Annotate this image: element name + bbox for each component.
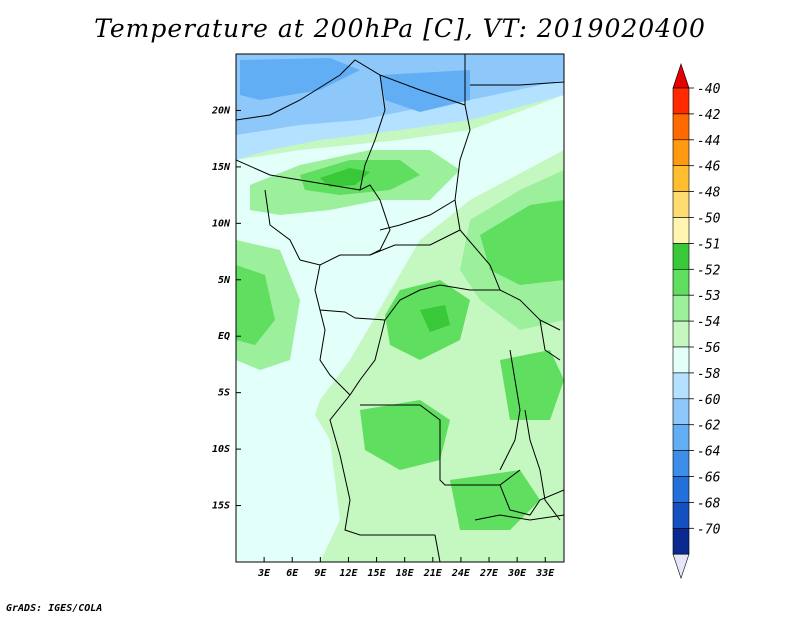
colorbar-swatch [672, 165, 690, 192]
colorbar-label: -50 [697, 212, 721, 227]
lon-tick-label: 12E [339, 568, 358, 579]
colorbar-label: -51 [697, 237, 720, 252]
colorbar-label: -68 [697, 496, 721, 511]
page-title: Temperature at 200hPa [C], VT: 201902040… [94, 14, 706, 43]
field-blob-green-north-dark [320, 168, 370, 187]
longitude-axis: 3E 6E 9E 12E 15E 18E 21E 24E 27E 30E 33E [257, 557, 555, 579]
field-blob-green-south [360, 400, 450, 470]
plot-frame [235, 53, 565, 563]
colorbar-label: -44 [697, 134, 720, 149]
colorbar-swatch [672, 398, 690, 425]
colorbar-swatch [672, 476, 690, 503]
colorbar-bottom-arrow [672, 553, 690, 580]
colorbar-swatch [672, 320, 690, 348]
colorbar-label: -48 [697, 186, 721, 201]
lon-tick-label: 27E [479, 568, 499, 579]
colorbar-label: -64 [697, 445, 720, 460]
colorbar-label: -62 [697, 419, 721, 434]
colorbar-swatch [672, 87, 690, 115]
field-blob-green-west-core [236, 265, 275, 345]
colorbar-label: -53 [697, 289, 720, 304]
field-band-darkblue [240, 58, 470, 112]
lon-tick-label: 33E [535, 568, 555, 579]
colorbar-label: -42 [697, 108, 721, 123]
lat-tick-label: 5N [218, 275, 231, 286]
colorbar-swatch [672, 191, 690, 218]
colorbar-label: -58 [697, 367, 721, 382]
colorbar-swatch [672, 527, 690, 555]
colorbar-swatch [672, 217, 690, 244]
colorbar-swatch [672, 502, 690, 529]
colorbar-label: -40 [697, 82, 721, 97]
colorbar-swatch [672, 294, 690, 322]
temperature-map [236, 54, 564, 562]
lon-tick-label: 15E [368, 568, 387, 579]
lat-tick-label: 10S [212, 444, 230, 455]
credit-text: GrADS: IGES/COLA [6, 603, 103, 614]
lon-tick-label: 30E [507, 568, 527, 579]
colorbar-top-arrow [672, 63, 690, 89]
field-blob-green-east2 [500, 350, 564, 420]
lon-tick-label: 18E [396, 568, 415, 579]
colorbar-label: -70 [697, 522, 721, 537]
lon-tick-label: 6E [286, 568, 299, 579]
colorbar-swatch [672, 424, 690, 451]
lat-tick-label: 10N [212, 218, 231, 229]
lon-tick-label: 21E [423, 568, 443, 579]
lat-tick-label: 20N [211, 105, 231, 116]
field-blob-green-east-core [480, 200, 564, 285]
colorbar-swatch [672, 139, 690, 167]
lon-tick-label: 3E [257, 568, 271, 579]
colorbar-swatch [672, 113, 690, 141]
colorbar-label: -60 [697, 393, 721, 408]
lat-tick-label: EQ [218, 331, 230, 342]
lon-tick-label: 24E [451, 568, 471, 579]
colorbar-swatch [672, 268, 690, 296]
colorbar-label: -56 [697, 341, 721, 356]
colorbar-label: -52 [697, 263, 721, 278]
colorbar-label: -66 [697, 471, 721, 486]
colorbar-swatch [672, 346, 690, 374]
country-borders [236, 54, 564, 562]
colorbar-swatch [672, 450, 690, 477]
latitude-axis: 20N 15N 10N 5N EQ 5S 10S 15S [211, 105, 241, 512]
lon-tick-label: 9E [314, 568, 327, 579]
colorbar-label: -54 [697, 315, 720, 330]
lat-tick-label: 15S [212, 501, 230, 512]
lat-tick-label: 5S [218, 388, 230, 399]
colorbar-swatch [672, 243, 690, 270]
colorbar-swatch [672, 372, 690, 400]
field-blob-green-central-dark [420, 305, 450, 332]
field-band-cyan-sw [236, 390, 340, 562]
colorbar: -40 -42 -44 -46 -48 -50 -51 -52 -53 -54 -56 -58 -60 -… [672, 63, 721, 580]
colorbar-label: -46 [697, 160, 721, 175]
lat-tick-label: 15N [212, 162, 231, 173]
